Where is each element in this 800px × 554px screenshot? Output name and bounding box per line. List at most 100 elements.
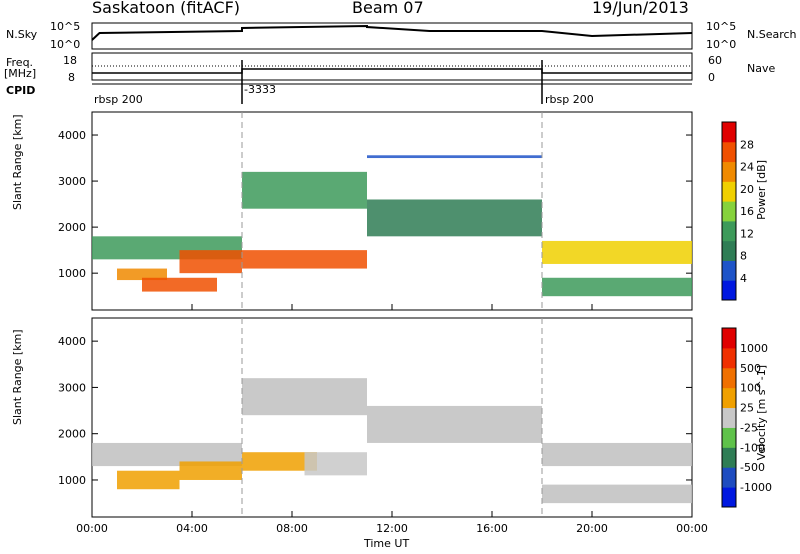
nave-tick-top: 60 bbox=[708, 54, 722, 67]
freq-trace bbox=[92, 68, 692, 74]
nave-tick-bottom: 0 bbox=[708, 71, 715, 84]
scatter-region bbox=[367, 199, 542, 237]
colorbar-swatch bbox=[722, 122, 736, 143]
y-tick-label: 1000 bbox=[58, 474, 86, 487]
nsearch-tick-bottom: 10^0 bbox=[706, 38, 737, 51]
scatter-region bbox=[367, 155, 542, 159]
x-tick-label: 08:00 bbox=[276, 522, 308, 535]
scatter-region bbox=[179, 461, 242, 480]
y-tick-label: 3000 bbox=[58, 381, 86, 394]
colorbar-tick-label: -1000 bbox=[740, 481, 772, 494]
colorbar-frame bbox=[721, 327, 737, 508]
nsky-trace bbox=[91, 24, 693, 41]
scatter-region bbox=[542, 442, 692, 467]
freq-tick-bottom: 8 bbox=[68, 71, 75, 84]
colorbar-tick-label: 16 bbox=[740, 205, 754, 218]
scatter-region bbox=[542, 240, 692, 264]
y-tick-label: 1000 bbox=[58, 267, 86, 280]
colorbar-swatch bbox=[722, 161, 736, 182]
colorbar-tick-label: 100 bbox=[740, 382, 761, 395]
power-colorbar-label: Power [dB] bbox=[755, 160, 768, 220]
colorbar-tick-label: 25 bbox=[740, 402, 754, 415]
colorbar-swatch bbox=[722, 407, 736, 428]
colorbar-swatch bbox=[722, 141, 736, 163]
y-tick-label: 4000 bbox=[58, 335, 86, 348]
scatter-region bbox=[179, 250, 242, 274]
colorbar-tick-label: 8 bbox=[740, 250, 747, 263]
colorbar-tick-label: 20 bbox=[740, 183, 754, 196]
freq-tick-top: 18 bbox=[63, 54, 77, 67]
nsky-frame bbox=[91, 22, 693, 50]
colorbar-swatch bbox=[722, 367, 736, 389]
y-tick-label: 2000 bbox=[58, 221, 86, 234]
y-tick-label: 3000 bbox=[58, 175, 86, 188]
x-tick-label: 12:00 bbox=[376, 522, 408, 535]
colorbar-tick-label: -500 bbox=[740, 461, 765, 474]
scatter-region bbox=[304, 452, 367, 476]
velocity-colorbar-label: Velocity [m s^-1] bbox=[755, 365, 768, 461]
scatter-region bbox=[242, 250, 367, 269]
colorbar-tick-label: -25 bbox=[740, 421, 758, 434]
colorbar-swatch bbox=[722, 181, 736, 202]
colorbar-swatch bbox=[722, 328, 736, 349]
x-tick-label: 00:00 bbox=[76, 522, 108, 535]
scatter-region bbox=[117, 470, 180, 490]
nsky-tick-bottom: 10^0 bbox=[50, 38, 81, 51]
colorbar-swatch bbox=[722, 201, 736, 222]
freq-unit: [MHz] bbox=[4, 67, 37, 80]
colorbar-tick-label: -100 bbox=[740, 441, 765, 454]
colorbar-swatch bbox=[722, 347, 736, 369]
scatter-region bbox=[142, 277, 217, 292]
colorbar-swatch bbox=[722, 387, 736, 409]
colorbar-swatch bbox=[722, 427, 736, 448]
scatter-region bbox=[92, 442, 242, 467]
beam-label: Beam 07 bbox=[352, 0, 424, 17]
velocity-ylabel: Slant Range [km] bbox=[11, 329, 24, 425]
cpid-segment-label: rbsp 200 bbox=[545, 93, 594, 106]
x-tick-label: 16:00 bbox=[476, 522, 508, 535]
scatter-region bbox=[117, 268, 167, 281]
nsky-label: N.Sky bbox=[6, 28, 38, 41]
station-title: Saskatoon (fitACF) bbox=[92, 0, 241, 17]
x-tick-label: 04:00 bbox=[176, 522, 208, 535]
colorbar-swatch bbox=[722, 260, 736, 281]
y-tick-label: 4000 bbox=[58, 129, 86, 142]
scatter-region bbox=[242, 452, 317, 471]
scatter-region bbox=[542, 277, 692, 297]
x-tick-label: 20:00 bbox=[576, 522, 608, 535]
colorbar-swatch bbox=[722, 447, 736, 468]
colorbar-tick-label: 28 bbox=[740, 138, 754, 151]
x-tick-label: 00:00 bbox=[676, 522, 708, 535]
colorbar-tick-label: 12 bbox=[740, 227, 754, 240]
power-panel: 1000 2000 3000 4000 4 8 12 16 20 24 28 bbox=[58, 111, 754, 311]
colorbar-tick-label: 1000 bbox=[740, 342, 768, 355]
nsky-tick-top: 10^5 bbox=[50, 20, 81, 33]
colorbar-swatch bbox=[722, 280, 736, 301]
scatter-region bbox=[367, 405, 542, 443]
nsearch-tick-top: 10^5 bbox=[706, 20, 737, 33]
scatter-region bbox=[242, 378, 367, 416]
colorbar-swatch bbox=[722, 467, 736, 488]
date-label: 19/Jun/2013 bbox=[592, 0, 689, 17]
x-axis-title: Time UT bbox=[364, 537, 410, 550]
colorbar-swatch bbox=[722, 487, 736, 508]
y-tick-label: 2000 bbox=[58, 428, 86, 441]
colorbar-tick-label: 500 bbox=[740, 362, 761, 375]
nave-label: Nave bbox=[747, 62, 776, 75]
status-panel bbox=[91, 22, 693, 104]
cpid-segment-label: -3333 bbox=[244, 83, 276, 96]
colorbar-swatch bbox=[722, 240, 736, 261]
colorbar-tick-label: 24 bbox=[740, 161, 754, 174]
colorbar-tick-label: 4 bbox=[740, 272, 747, 285]
velocity-panel: 1000 2000 3000 4000 1000 500 100 25 -25 -100 -500 -… bbox=[58, 317, 772, 518]
cpid-segment-label: rbsp 200 bbox=[94, 93, 143, 106]
cpid-label: CPID bbox=[6, 84, 36, 97]
colorbar-swatch bbox=[722, 220, 736, 242]
colorbar-frame bbox=[721, 121, 737, 301]
scatter-region bbox=[242, 171, 367, 209]
freq-label: Freq. bbox=[6, 56, 34, 69]
scatter-region bbox=[542, 484, 692, 504]
power-ylabel: Slant Range [km] bbox=[11, 114, 24, 210]
nsearch-label: N.Search bbox=[747, 28, 797, 41]
